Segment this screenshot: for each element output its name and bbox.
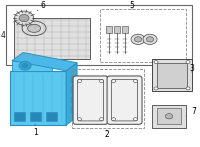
Circle shape: [19, 61, 31, 70]
Bar: [46, 112, 57, 121]
Bar: [6, 5, 192, 65]
Bar: [106, 26, 112, 33]
Circle shape: [15, 11, 34, 25]
Circle shape: [78, 118, 82, 121]
Circle shape: [99, 80, 103, 83]
Text: 1: 1: [33, 124, 37, 137]
Bar: [152, 105, 186, 128]
Circle shape: [146, 37, 154, 42]
Circle shape: [112, 80, 116, 83]
Ellipse shape: [22, 21, 46, 36]
Text: 3: 3: [190, 64, 194, 73]
Circle shape: [133, 80, 137, 83]
Text: 6: 6: [37, 1, 46, 11]
Bar: [122, 26, 128, 33]
Circle shape: [143, 34, 157, 45]
Circle shape: [131, 34, 145, 45]
Circle shape: [19, 14, 29, 22]
Circle shape: [99, 118, 103, 121]
Circle shape: [112, 118, 116, 121]
Text: 2: 2: [105, 130, 109, 139]
Bar: [152, 59, 192, 91]
Circle shape: [133, 118, 137, 121]
Bar: [71, 107, 75, 113]
Text: 5: 5: [130, 1, 134, 10]
Circle shape: [186, 87, 190, 90]
Polygon shape: [66, 63, 77, 125]
Bar: [30, 112, 41, 121]
Bar: [14, 18, 90, 59]
Bar: [100, 9, 186, 62]
Circle shape: [134, 37, 142, 42]
Bar: [71, 77, 75, 83]
Bar: [114, 26, 120, 33]
Bar: [71, 87, 75, 93]
Bar: [14, 112, 25, 121]
Bar: [12, 61, 52, 71]
Bar: [10, 71, 66, 125]
Circle shape: [165, 114, 173, 119]
Text: 7: 7: [186, 107, 196, 116]
Text: 4: 4: [1, 31, 6, 40]
Bar: [157, 63, 187, 88]
Bar: [72, 69, 144, 128]
Ellipse shape: [28, 24, 41, 32]
FancyBboxPatch shape: [107, 76, 142, 124]
Circle shape: [154, 61, 158, 64]
Circle shape: [78, 80, 82, 83]
Circle shape: [186, 61, 190, 64]
Polygon shape: [12, 52, 77, 71]
FancyBboxPatch shape: [73, 76, 108, 124]
Bar: [71, 97, 75, 103]
Circle shape: [22, 64, 28, 68]
Circle shape: [154, 87, 158, 90]
Bar: [157, 108, 181, 124]
